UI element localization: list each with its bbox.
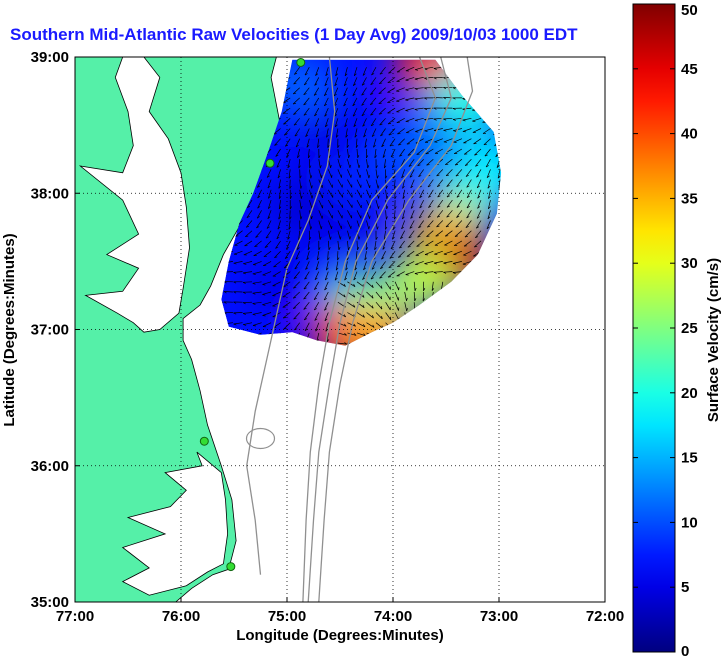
y-tick-labels: 35:00 36:00 37:00 38:00 39:00 xyxy=(31,49,80,611)
radar-site-marker xyxy=(296,57,306,67)
chesapeake-bay xyxy=(78,57,190,333)
pamlico-sound xyxy=(121,451,229,596)
colorbar-tick-label: 50 xyxy=(681,2,698,19)
plot-area: 77:00 76:00 75:00 74:00 73:00 72:00 35:00 36:0… xyxy=(31,49,625,625)
colorbar-label: Surface Velocity (cm/s) xyxy=(705,258,722,422)
colorbar-tick-label: 10 xyxy=(681,514,698,531)
colorbar-ticks: 0 5 10 15 20 25 30 35 40 45 50 xyxy=(633,2,698,659)
y-tick-label: 37:00 xyxy=(31,322,69,339)
colorbar-tick-label: 45 xyxy=(681,61,698,78)
isobath-line xyxy=(246,57,336,575)
radar-sites xyxy=(199,57,306,572)
radar-site-marker xyxy=(265,158,275,168)
x-axis-label: Longitude (Degrees:Minutes) xyxy=(236,627,444,644)
x-tick-label: 74:00 xyxy=(374,608,412,625)
x-tick-label: 75:00 xyxy=(268,608,306,625)
map-title: Southern Mid-Atlantic Raw Velocities (1 … xyxy=(10,25,578,44)
isobath-line xyxy=(318,57,474,602)
radar-site-marker xyxy=(226,562,236,572)
y-tick-label: 39:00 xyxy=(31,49,69,66)
colorbar-tick-label: 40 xyxy=(681,126,698,143)
x-tick-label: 77:00 xyxy=(56,608,94,625)
colorbar-tick-label: 20 xyxy=(681,385,698,402)
y-tick-label: 36:00 xyxy=(31,458,69,475)
isobaths xyxy=(245,57,474,602)
radar-site-marker xyxy=(199,436,209,446)
isobath-line xyxy=(307,57,452,602)
colorbar-gradient xyxy=(632,3,676,653)
y-tick-label: 35:00 xyxy=(31,594,69,611)
y-tick-label: 38:00 xyxy=(31,185,69,202)
colorbar-tick-label: 25 xyxy=(681,320,698,337)
x-tick-label: 72:00 xyxy=(586,608,624,625)
colorbar-tick-label: 35 xyxy=(681,190,698,207)
colorbar-tick-label: 15 xyxy=(681,450,698,467)
x-tick-labels: 77:00 76:00 75:00 74:00 73:00 72:00 xyxy=(56,597,624,625)
colorbar-tick-label: 5 xyxy=(681,579,689,596)
x-tick-label: 73:00 xyxy=(480,608,518,625)
velocity-patch xyxy=(455,136,502,196)
colorbar-tick-label: 30 xyxy=(681,255,698,272)
isobath-loop xyxy=(245,427,276,450)
colorbar-tick-label: 0 xyxy=(681,643,689,659)
x-tick-label: 76:00 xyxy=(162,608,200,625)
colorbar: 0 5 10 15 20 25 30 35 40 45 50 Surface Velocity (c… xyxy=(632,2,722,659)
y-axis-label: Latitude (Degrees:Minutes) xyxy=(1,233,18,426)
grid-lines xyxy=(75,57,605,602)
isobath-line xyxy=(302,57,437,602)
